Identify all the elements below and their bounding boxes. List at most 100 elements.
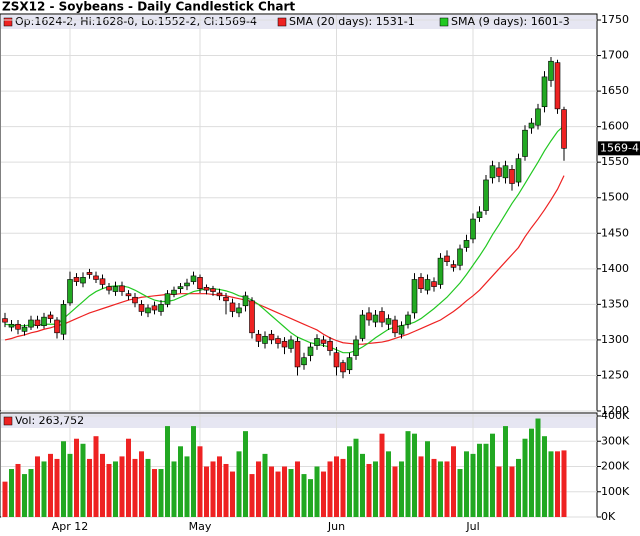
candle-body — [372, 314, 379, 323]
candle-body — [145, 307, 151, 314]
y-tick-label: 1350 — [601, 297, 629, 310]
volume-bar — [236, 451, 242, 517]
candle-body — [314, 338, 320, 346]
x-tick-label: Apr 12 — [52, 520, 89, 533]
legend-swatch — [439, 17, 449, 27]
sma-line — [4, 175, 565, 345]
last-price-label: 1569-4 — [600, 141, 639, 154]
y-tick-label: 1250 — [601, 368, 629, 381]
volume-bar — [438, 461, 443, 517]
candle-body — [515, 158, 522, 183]
volume-bar — [516, 458, 521, 517]
candle-body — [418, 277, 424, 290]
candle-body — [424, 279, 431, 291]
candle-body — [99, 278, 106, 285]
volume-bar — [22, 474, 27, 517]
candle-body — [223, 296, 229, 302]
volume-bar — [373, 461, 378, 517]
candle-body — [548, 60, 554, 81]
candle-body — [34, 319, 41, 326]
legend-swatch — [3, 17, 13, 27]
volume-bar — [347, 446, 352, 517]
volume-bar — [522, 438, 528, 517]
legend-swatch — [277, 17, 287, 27]
volume-bar — [366, 463, 372, 517]
candle-body — [158, 304, 164, 312]
candle-body — [262, 336, 268, 344]
candle-body — [203, 287, 210, 291]
candle-body — [60, 304, 67, 335]
volume-bar — [483, 443, 489, 517]
volume-bar — [379, 433, 385, 517]
candle-body — [522, 129, 528, 157]
last-price-tag — [598, 141, 640, 156]
volume-bar — [334, 456, 339, 517]
volume-bar — [457, 469, 463, 517]
candle-body — [541, 76, 548, 108]
volume-bar — [477, 443, 482, 517]
candle-body — [379, 311, 385, 323]
y-tick-label: 1700 — [601, 49, 629, 62]
volume-bar — [191, 426, 196, 517]
volume-bar — [230, 471, 235, 517]
candle-body — [489, 165, 496, 179]
volume-bar — [2, 481, 8, 517]
volume-bar — [61, 441, 66, 517]
y-tick-label: 1600 — [601, 120, 629, 133]
volume-bar — [171, 461, 177, 517]
candle-body — [15, 323, 21, 330]
volume-bar — [392, 466, 398, 517]
volume-bar — [353, 438, 359, 517]
y-tick-label: 400K — [601, 409, 630, 422]
y-tick-label: 1650 — [601, 84, 629, 97]
volume-bar — [386, 451, 391, 517]
candle-body — [164, 293, 171, 305]
candle-body — [502, 165, 509, 179]
x-tick-label: Jun — [327, 520, 345, 533]
candle-body — [119, 285, 125, 292]
candle-body — [470, 218, 476, 240]
volume-bar — [464, 451, 469, 517]
y-tick-label: 1750 — [601, 13, 629, 26]
candle-body — [125, 293, 132, 297]
candle-body — [86, 272, 93, 275]
candle-body — [281, 341, 288, 348]
x-tick-label: May — [189, 520, 212, 533]
candle-body — [268, 333, 275, 341]
candle-body — [197, 277, 203, 290]
candle-body — [346, 357, 353, 371]
y-tick-label: 1400 — [601, 262, 629, 275]
volume-bar — [555, 451, 560, 517]
candle-body — [242, 295, 249, 307]
candle-body — [47, 314, 54, 319]
candle-body — [2, 318, 8, 323]
volume-bar — [15, 463, 21, 517]
volume-bar — [256, 461, 261, 517]
candle-body — [138, 304, 145, 312]
volume-bar — [100, 453, 105, 517]
candle-body — [93, 275, 99, 280]
candle-body — [177, 286, 184, 290]
volume-bar — [360, 453, 365, 517]
volume-bar — [210, 461, 216, 517]
candle-body — [54, 319, 60, 334]
candle-body — [294, 341, 301, 368]
volume-bar — [48, 453, 53, 517]
candle-body — [463, 240, 470, 248]
volume-bar — [9, 469, 14, 517]
candle-body — [476, 211, 483, 218]
candle-body — [288, 339, 294, 349]
volume-bar — [184, 456, 190, 517]
candle-body — [8, 323, 15, 328]
sma-line — [4, 125, 565, 354]
volume-bar — [548, 451, 554, 517]
volume-bar — [41, 461, 47, 517]
candle-body — [132, 296, 138, 304]
y-tick-label: 0K — [601, 510, 616, 523]
ohlc-legend: Op:1624-2, Hi:1628-0, Lo:1552-2, Cl:1569… — [15, 15, 257, 28]
candle-body — [21, 326, 28, 332]
candle-body — [496, 167, 502, 177]
candle-body — [236, 307, 242, 314]
volume-bar — [503, 426, 508, 517]
